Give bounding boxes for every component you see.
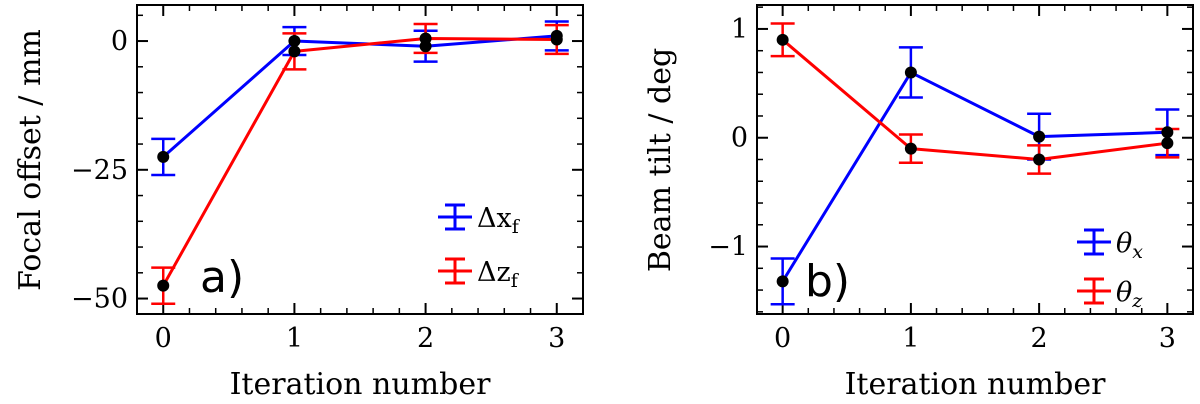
legend-label: Δzf [477, 257, 520, 292]
series-line [781, 38, 1168, 161]
y-tick-label: 0 [731, 123, 748, 154]
legend: Δxf Δzf [438, 203, 521, 292]
data-point [904, 66, 917, 79]
y-tick-label: 1 [731, 14, 748, 45]
panel-label: b) [805, 256, 850, 307]
y-tick-label: −25 [71, 155, 128, 186]
x-axis-label: Iteration number [230, 367, 492, 402]
x-tick-label: 0 [774, 323, 791, 354]
y-tick-label: −1 [708, 232, 748, 263]
data-point [904, 142, 917, 155]
legend-label: Δxf [477, 203, 521, 238]
data-point [419, 32, 432, 45]
x-tick-label: 2 [417, 323, 434, 354]
x-tick-label: 3 [548, 323, 565, 354]
panel-a: 0 1 2 3 0 −25 −50 Iteration number Focal offset … [13, 4, 584, 402]
axes-frame [136, 4, 584, 315]
data-point [1161, 126, 1174, 139]
x-axis-label: Iteration number [845, 367, 1107, 402]
x-tick-label: 2 [1031, 323, 1048, 354]
y-axis-label: Focal offset / mm [13, 29, 48, 291]
series-line [162, 34, 557, 159]
data-point [776, 275, 789, 288]
data-point [776, 33, 789, 46]
x-tick-label: 1 [286, 323, 303, 354]
y-tick-label: −50 [71, 284, 128, 315]
x-tick-label: 3 [1159, 323, 1176, 354]
legend-label: θz [1116, 277, 1143, 312]
legend-label: θx [1116, 228, 1143, 263]
data-point [157, 150, 170, 163]
y-tick-label: 0 [111, 26, 128, 57]
data-point [1033, 130, 1046, 143]
data-point [157, 279, 170, 292]
series-θ_z [770, 22, 1180, 175]
data-point [288, 45, 301, 58]
data-point [550, 33, 563, 46]
series-line [781, 70, 1168, 283]
x-tick-label: 0 [155, 323, 172, 354]
legend: θx θz [1077, 228, 1143, 312]
data-point [1161, 137, 1174, 150]
data-point [1033, 153, 1046, 166]
panel-label: a) [200, 252, 244, 303]
y-axis-label: Beam tilt / deg [643, 48, 678, 272]
data-point [288, 35, 301, 48]
series-line [161, 36, 557, 287]
panel-b: 0 1 2 3 1 0 −1 Iteration number Beam tilt / deg b… [643, 4, 1194, 402]
x-tick-label: 1 [902, 323, 919, 354]
